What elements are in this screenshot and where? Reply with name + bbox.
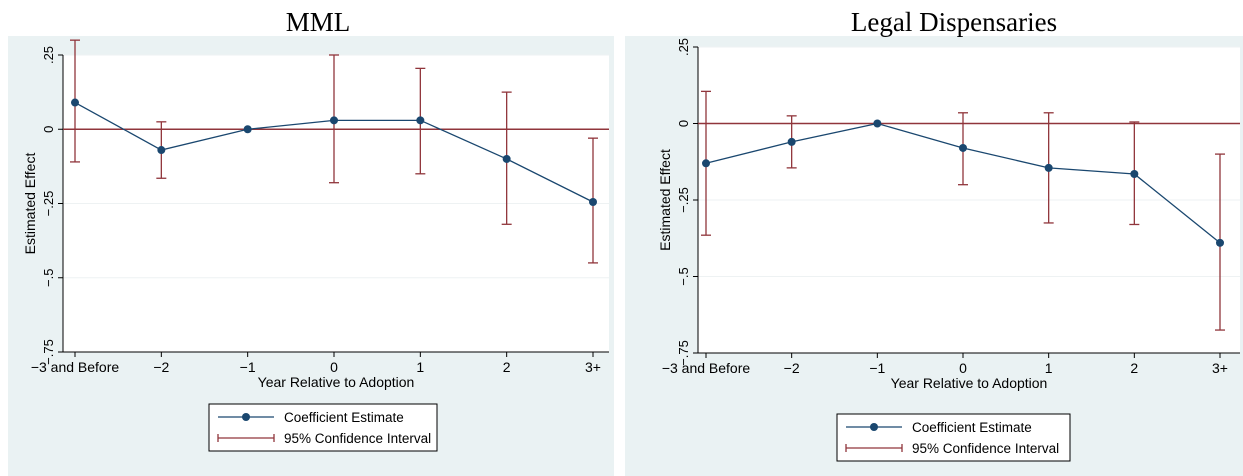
coefficient-point — [787, 137, 796, 146]
legend-box — [836, 413, 1071, 462]
legend-marker-estimate — [242, 413, 250, 421]
x-tick-label: 0 — [330, 359, 338, 375]
coefficient-point — [243, 125, 252, 134]
x-tick-label: −3 and Before — [662, 360, 751, 376]
x-tick-label: 1 — [1045, 360, 1053, 376]
coefficient-point — [1216, 238, 1224, 247]
y-tick-label: −.75 — [41, 339, 56, 365]
x-tick-label: 3+ — [1212, 360, 1228, 376]
legend-label-estimate: Coefficient Estimate — [284, 410, 404, 425]
chart-legal-dispensaries: Legal Dispensaries −.75 −.5 −.25 0 .25 Estimat… — [622, 0, 1243, 476]
x-tick-label: 3+ — [585, 359, 601, 375]
y-axis-label: Estimated Effect — [657, 149, 673, 251]
x-tick-label: −1 — [869, 360, 885, 376]
x-tick-label: 1 — [416, 359, 424, 375]
coefficient-point — [873, 119, 882, 128]
chart-title: MML — [286, 7, 351, 37]
x-tick-label: −3 and Before — [31, 359, 120, 375]
legend-box — [208, 403, 438, 452]
coefficient-point — [157, 146, 166, 155]
y-tick-label: −.25 — [676, 187, 691, 213]
y-tick-label: 0 — [676, 120, 691, 127]
legend-marker-estimate — [870, 423, 878, 431]
coefficient-point — [502, 154, 511, 163]
x-tick-label: −2 — [784, 360, 800, 376]
legend-label-ci: 95% Confidence Interval — [912, 441, 1059, 456]
y-tick-label: .25 — [676, 38, 691, 56]
legend-label-ci: 95% Confidence Interval — [284, 431, 431, 446]
x-axis-label: Year Relative to Adoption — [891, 375, 1048, 391]
chart-legal-dispensaries-svg: Legal Dispensaries −.75 −.5 −.25 0 .25 Estimat… — [625, 7, 1243, 476]
y-axis-label: Estimated Effect — [22, 153, 38, 255]
coefficient-point — [1130, 169, 1139, 178]
x-tick-label: −2 — [153, 359, 169, 375]
coefficient-point — [416, 116, 425, 125]
y-tick-label: −.75 — [676, 340, 691, 366]
y-tick-label: .25 — [41, 46, 56, 64]
x-tick-label: 2 — [1130, 360, 1138, 376]
coefficient-point — [959, 143, 967, 152]
x-tick-label: −1 — [240, 359, 256, 375]
x-axis-label: Year Relative to Adoption — [258, 374, 415, 390]
coefficient-point — [589, 198, 597, 207]
coefficient-point — [71, 98, 79, 107]
x-tick-label: 0 — [959, 360, 967, 376]
coefficient-point — [702, 159, 710, 168]
chart-mml-svg: MML −.75 −.5 −.25 0 .25 Estimated Effect −3 and… — [8, 7, 614, 476]
y-tick-label: −.5 — [41, 269, 56, 287]
y-tick-label: −.25 — [41, 191, 56, 217]
coefficient-point — [330, 116, 338, 125]
chart-mml: MML −.75 −.5 −.25 0 .25 Estimated Effect −3 and… — [0, 0, 614, 476]
y-tick-label: −.5 — [676, 267, 691, 285]
coefficient-point — [1044, 163, 1053, 172]
x-tick-label: 2 — [503, 359, 511, 375]
chart-title: Legal Dispensaries — [851, 7, 1057, 37]
y-tick-label: 0 — [41, 126, 56, 133]
legend-label-estimate: Coefficient Estimate — [912, 420, 1032, 435]
